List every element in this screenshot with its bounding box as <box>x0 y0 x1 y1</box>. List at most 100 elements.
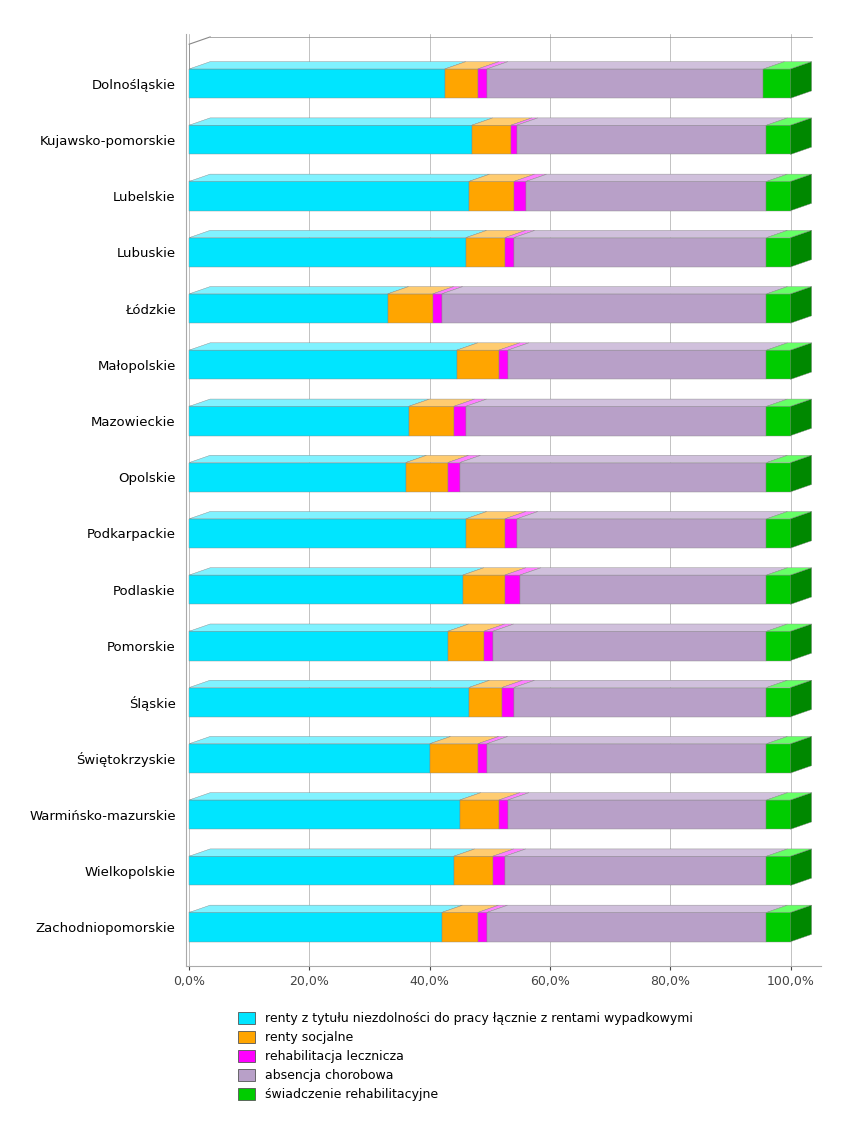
Polygon shape <box>466 512 526 518</box>
Bar <box>466 238 505 267</box>
Bar <box>190 856 453 886</box>
Bar <box>505 575 520 604</box>
Polygon shape <box>508 343 788 350</box>
Polygon shape <box>790 624 811 661</box>
Bar <box>190 182 469 210</box>
Bar <box>409 406 453 435</box>
Bar <box>190 125 472 155</box>
Polygon shape <box>790 287 811 323</box>
Polygon shape <box>190 61 466 69</box>
Polygon shape <box>508 792 788 800</box>
Bar <box>478 69 486 98</box>
Polygon shape <box>517 512 788 518</box>
Polygon shape <box>190 399 430 406</box>
Polygon shape <box>526 174 788 182</box>
Bar <box>766 518 790 548</box>
Polygon shape <box>190 567 484 575</box>
Polygon shape <box>766 343 811 350</box>
Polygon shape <box>486 905 788 913</box>
Polygon shape <box>790 792 811 829</box>
Bar <box>499 800 508 829</box>
Polygon shape <box>766 849 811 856</box>
Polygon shape <box>405 455 469 463</box>
Polygon shape <box>517 118 788 125</box>
Bar <box>387 293 432 323</box>
Polygon shape <box>472 118 532 125</box>
Bar <box>448 631 484 661</box>
Bar <box>190 800 459 829</box>
Polygon shape <box>502 680 535 688</box>
Bar <box>493 631 766 661</box>
Polygon shape <box>190 905 463 913</box>
Polygon shape <box>469 174 535 182</box>
Polygon shape <box>484 624 514 631</box>
Polygon shape <box>453 399 486 406</box>
Bar <box>190 238 466 267</box>
Polygon shape <box>478 905 508 913</box>
Bar <box>486 744 766 773</box>
Polygon shape <box>190 680 490 688</box>
Polygon shape <box>514 231 788 238</box>
Bar <box>766 293 790 323</box>
Polygon shape <box>466 231 526 238</box>
Polygon shape <box>190 792 481 800</box>
Polygon shape <box>790 61 811 98</box>
Polygon shape <box>486 737 788 744</box>
Polygon shape <box>766 624 811 631</box>
Bar <box>766 688 790 716</box>
Bar <box>766 238 790 267</box>
Polygon shape <box>505 512 538 518</box>
Polygon shape <box>790 737 811 773</box>
Bar <box>505 856 766 886</box>
Polygon shape <box>442 905 499 913</box>
Polygon shape <box>190 624 469 631</box>
Bar <box>472 125 511 155</box>
Bar <box>190 688 469 716</box>
Polygon shape <box>478 737 508 744</box>
Bar <box>766 744 790 773</box>
Polygon shape <box>409 399 475 406</box>
Bar <box>505 238 514 267</box>
Polygon shape <box>432 287 463 293</box>
Bar <box>190 913 442 941</box>
Polygon shape <box>463 567 526 575</box>
Polygon shape <box>493 849 526 856</box>
Polygon shape <box>190 343 478 350</box>
Bar <box>459 800 499 829</box>
Polygon shape <box>766 287 811 293</box>
Polygon shape <box>766 455 811 463</box>
Polygon shape <box>190 231 486 238</box>
Polygon shape <box>190 118 493 125</box>
Polygon shape <box>466 399 788 406</box>
Bar <box>478 913 486 941</box>
Polygon shape <box>478 61 508 69</box>
Polygon shape <box>766 792 811 800</box>
Polygon shape <box>505 567 541 575</box>
Bar <box>466 518 505 548</box>
Bar <box>190 350 457 380</box>
Bar <box>405 463 448 492</box>
Polygon shape <box>459 792 520 800</box>
Bar <box>508 350 766 380</box>
Polygon shape <box>442 287 788 293</box>
Polygon shape <box>790 118 811 155</box>
Polygon shape <box>790 399 811 435</box>
Bar <box>508 800 766 829</box>
Polygon shape <box>190 512 486 518</box>
Bar <box>430 744 478 773</box>
Bar <box>463 575 505 604</box>
Polygon shape <box>505 231 535 238</box>
Bar <box>766 182 790 210</box>
Polygon shape <box>790 174 811 210</box>
Bar <box>448 463 459 492</box>
Bar <box>526 182 766 210</box>
Bar <box>478 744 486 773</box>
Polygon shape <box>520 567 788 575</box>
Bar <box>493 856 505 886</box>
Bar <box>466 406 766 435</box>
Bar <box>514 688 766 716</box>
Bar <box>499 350 508 380</box>
Bar <box>502 688 514 716</box>
Bar <box>190 575 463 604</box>
Bar <box>453 856 493 886</box>
